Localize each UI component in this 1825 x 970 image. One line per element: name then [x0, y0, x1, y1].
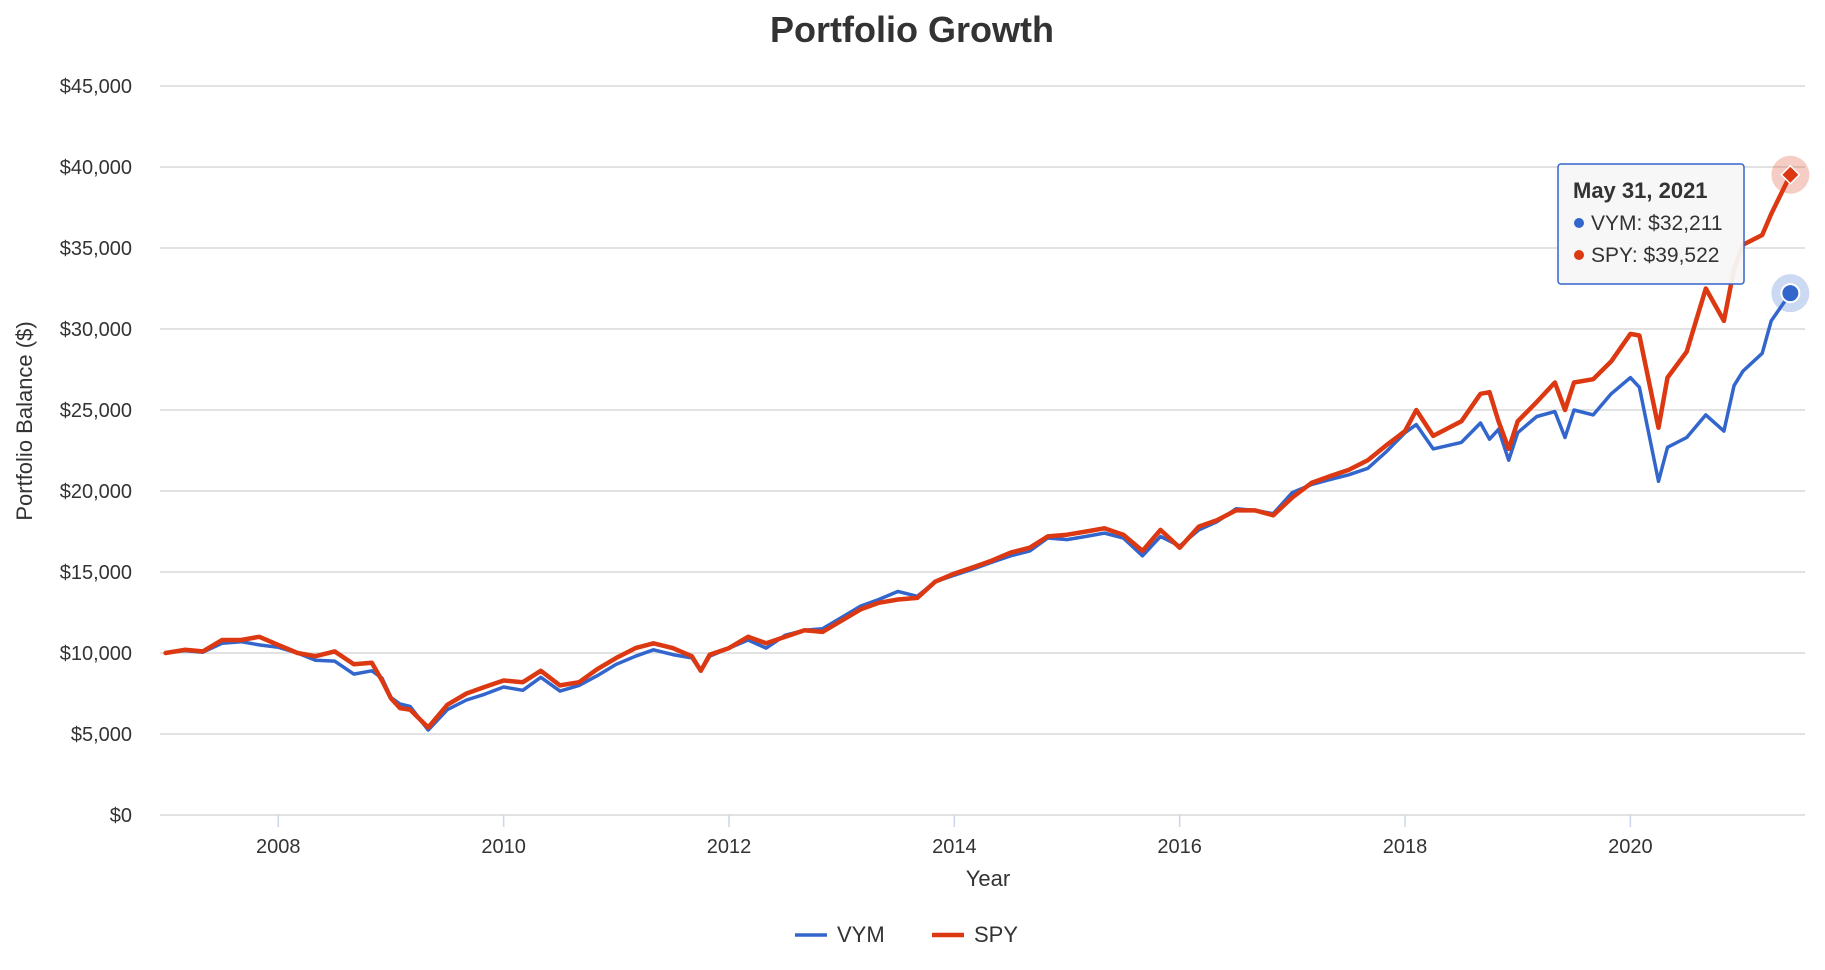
series-line-spy — [163, 172, 1793, 730]
spy-point-marker — [1780, 164, 1801, 185]
x-tick-label: 2020 — [1608, 836, 1653, 858]
series-line-vym — [163, 291, 1793, 732]
x-tick-label: 2014 — [932, 836, 977, 858]
tooltip-bullet-vym — [1574, 218, 1584, 228]
x-axis-title: Year — [966, 866, 1010, 891]
tooltip: May 31, 2021 VYM: $32,211 SPY: $39,522 — [1557, 163, 1745, 285]
y-tick-label: $15,000 — [60, 562, 132, 584]
legend: VYM SPY — [795, 922, 1018, 947]
x-tick-label: 2016 — [1157, 836, 1202, 858]
legend-label-spy: SPY — [974, 922, 1018, 947]
tooltip-bullet-spy — [1574, 250, 1584, 260]
x-tick-label: 2008 — [256, 836, 301, 858]
x-tick-label: 2012 — [707, 836, 752, 858]
y-axis-title: Portfolio Balance ($) — [12, 321, 37, 520]
series-lines — [163, 172, 1793, 732]
x-axis: 2008 2010 2012 2014 2016 2018 2020 — [256, 815, 1653, 858]
tooltip-date: May 31, 2021 — [1573, 178, 1708, 203]
tooltip-row-spy: SPY: $39,522 — [1591, 244, 1719, 267]
y-tick-label: $25,000 — [60, 400, 132, 422]
tooltip-row-vym: VYM: $32,211 — [1591, 212, 1723, 235]
hover-markers — [1771, 155, 1810, 313]
grid-lines — [160, 85, 1805, 816]
y-tick-label: $0 — [110, 805, 132, 827]
y-tick-label: $40,000 — [60, 157, 132, 179]
vym-point-marker — [1780, 283, 1801, 304]
x-tick-label: 2018 — [1383, 836, 1428, 858]
y-axis: $0 $5,000 $10,000 $15,000 $20,000 $25,000 $30,… — [60, 76, 132, 827]
y-tick-label: $30,000 — [60, 319, 132, 341]
y-tick-label: $45,000 — [60, 76, 132, 98]
x-tick-label: 2010 — [481, 836, 526, 858]
legend-label-vym: VYM — [837, 922, 885, 947]
chart-title: Portfolio Growth — [770, 9, 1054, 50]
y-tick-label: $5,000 — [71, 724, 132, 746]
y-tick-label: $35,000 — [60, 238, 132, 260]
tooltip-box — [1557, 163, 1745, 285]
y-tick-label: $10,000 — [60, 643, 132, 665]
y-tick-label: $20,000 — [60, 481, 132, 503]
